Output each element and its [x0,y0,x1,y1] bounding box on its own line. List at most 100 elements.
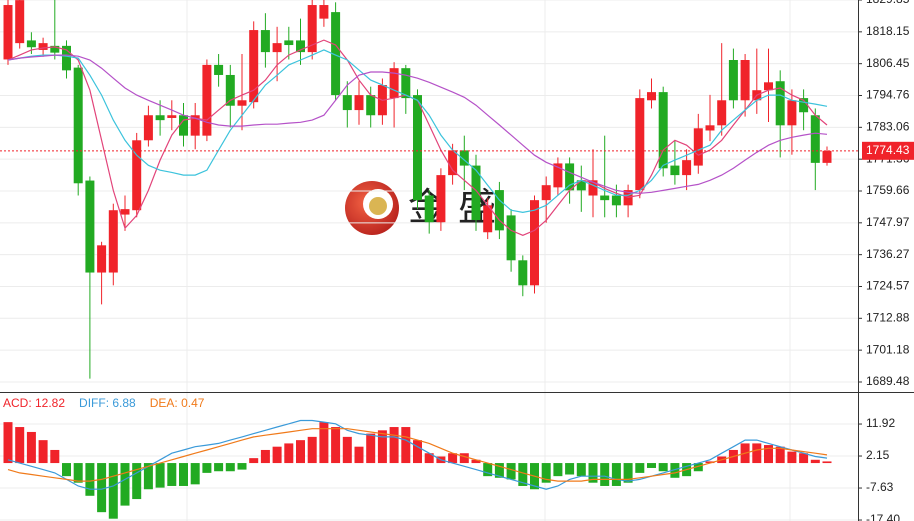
macd-bar [518,463,528,486]
candle-body [179,115,188,136]
macd-bar [331,427,341,464]
candle-body [635,98,645,191]
candle-body [541,185,551,201]
legend-entry: ACD: 12.82 [3,396,65,410]
y-tick-label: 2.15 [866,448,890,462]
macd-bar [471,459,481,464]
candle-body [214,64,224,75]
macd-bar [600,463,610,486]
candle-body [459,150,469,166]
y-tick-label: 1794.76 [866,88,910,102]
macd-bar [705,461,715,464]
candle-body [822,150,832,163]
macd-bar [413,440,422,464]
y-tick-label: 11.92 [866,416,895,430]
macd-bar [752,443,762,464]
candle-body [436,175,446,223]
candle-body [740,60,750,101]
candle-body [682,160,692,176]
candle-body [670,165,680,176]
macd-bar [73,463,83,483]
macd-bar [179,463,188,486]
macd-bar [775,446,785,464]
candle-body [342,95,352,111]
macd-bar [483,463,493,477]
candle-body [260,30,270,53]
macd-bar [26,431,36,464]
y-tick-label: 1818.15 [866,24,910,38]
macd-bar [62,463,71,477]
moving-average-line [7,49,828,214]
y-tick-label: 1724.57 [866,279,910,293]
macd-bar [155,463,165,488]
candle-body [167,115,177,118]
macd-bar [588,463,598,483]
macd-bar [143,463,153,490]
macd-bar [506,463,516,480]
candle-body [85,180,95,273]
candle-body [202,64,212,136]
macd-bar [810,459,820,464]
macd-bar [15,427,25,464]
macd-bar [576,463,586,477]
moving-average-line [7,54,828,194]
macd-bar [3,422,13,464]
y-tick-label: 1701.18 [866,342,910,356]
macd-bar [424,453,434,464]
macd-bar [296,440,305,464]
candle-body [483,205,493,233]
candle-body [705,125,715,131]
macd-bar [459,453,469,464]
macd-bar [225,463,235,472]
macd-bar [377,430,387,464]
last-price-box [862,141,914,160]
candle-body [413,95,422,201]
macd-bar [249,458,259,464]
macd-bar [120,463,130,506]
candle-body [190,115,200,136]
macd-bar [260,449,270,464]
macd-bar [108,463,118,519]
macd-bar [647,463,656,468]
macd-bar [132,463,142,500]
candle-body [658,92,668,169]
candle-body [728,60,738,101]
y-tick-label: 1806.45 [866,56,910,70]
watermark-text: 金盛 [408,187,508,229]
candle-body [787,100,797,126]
candle-body [401,68,411,99]
candle-body [471,165,481,221]
candle-body [237,100,247,106]
macd-bar [389,427,399,464]
y-tick-label: 1829.85 [866,0,910,6]
candle-body [155,115,165,121]
candle-body [611,195,621,206]
candle-body [143,115,153,141]
candle-body [73,67,83,184]
legend-entry: DIFF: 6.88 [79,396,136,410]
macd-bar [494,463,504,478]
candle-body [647,92,656,101]
macd-bar [401,427,411,464]
y-tick-label: 1712.88 [866,310,910,324]
macd-bar [448,453,458,464]
macd-bar [272,446,282,464]
candle-body [553,163,563,188]
macd-bar [97,463,107,513]
candle-body [249,30,259,103]
y-tick-label: 1689.48 [866,374,910,388]
candle-body [799,98,809,113]
macd-bar [658,463,668,472]
candle-body [424,195,434,223]
candle-body [600,195,610,201]
macd-bar [237,463,247,470]
background [186,0,791,521]
candle-body [132,140,142,211]
candle-body [448,150,458,176]
y-tick-label: -7.63 [866,480,894,494]
macd-bar [190,463,200,485]
candle-body [225,74,235,106]
macd-bar [366,433,376,464]
candle-body [565,163,575,191]
